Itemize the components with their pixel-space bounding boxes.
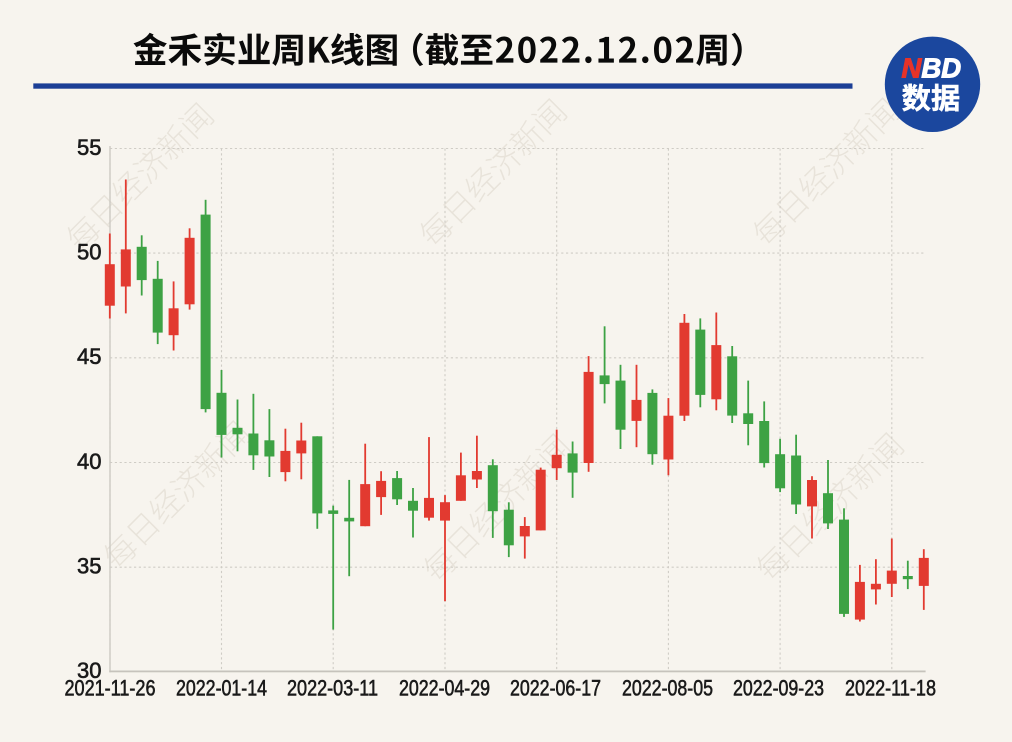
svg-text:2022-03-11: 2022-03-11 (287, 676, 378, 701)
svg-text:40: 40 (77, 449, 101, 474)
svg-text:NBD: NBD (902, 53, 962, 84)
svg-text:2022-08-05: 2022-08-05 (622, 676, 713, 701)
svg-text:2022-04-29: 2022-04-29 (399, 676, 490, 701)
svg-text:2021-11-26: 2021-11-26 (65, 676, 156, 701)
svg-text:55: 55 (77, 135, 101, 160)
svg-text:2022-01-14: 2022-01-14 (176, 676, 267, 701)
svg-text:35: 35 (77, 554, 101, 579)
svg-text:2022-06-17: 2022-06-17 (510, 676, 601, 701)
svg-text:2022-09-23: 2022-09-23 (733, 676, 824, 701)
svg-text:45: 45 (77, 344, 101, 369)
svg-text:50: 50 (77, 239, 101, 264)
svg-text:30: 30 (77, 658, 101, 683)
svg-text:2022-11-18: 2022-11-18 (845, 676, 936, 701)
